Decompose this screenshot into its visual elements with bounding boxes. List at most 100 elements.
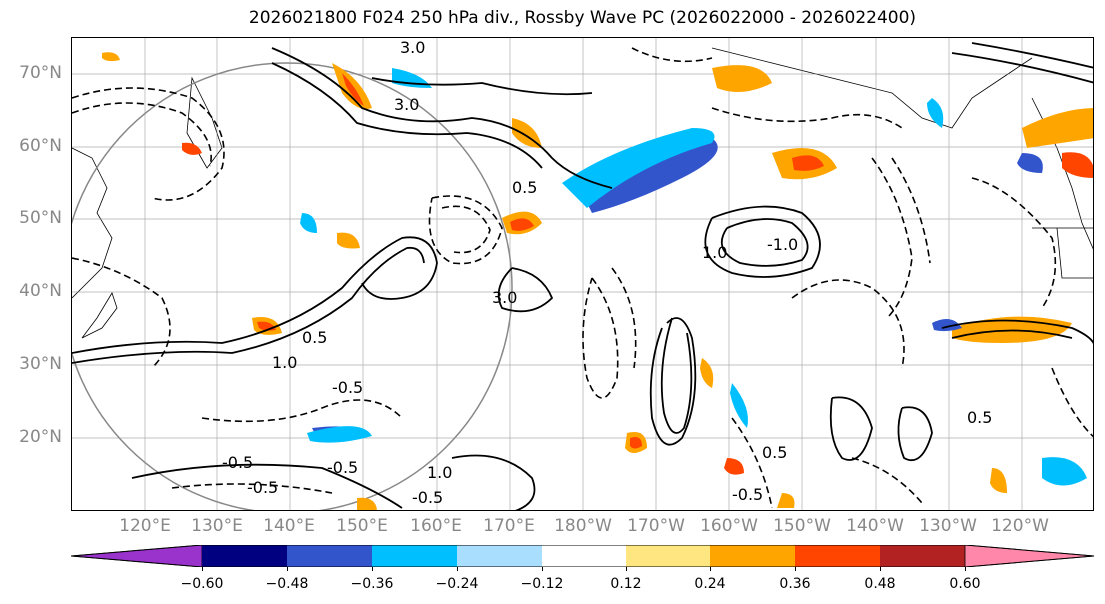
contour-label: 3.0 <box>400 38 425 57</box>
lon-label: 140°W <box>846 516 904 536</box>
shade-positive <box>1022 108 1093 148</box>
contour-label: -0.5 <box>332 378 363 397</box>
contour-dashed <box>611 267 637 369</box>
us-border <box>1032 227 1093 279</box>
lat-label: 60°N <box>19 136 62 156</box>
lon-label: 170°E <box>483 516 535 536</box>
contour-dashed <box>631 47 713 63</box>
contour-dashed <box>72 87 225 201</box>
contour-label: -1.0 <box>767 235 798 254</box>
contour-solid <box>951 329 1073 339</box>
colorbar-tick-label: 0.36 <box>779 576 811 592</box>
contour-solid <box>271 62 543 169</box>
shade-negative <box>932 319 962 332</box>
contour-label: 0.5 <box>967 408 992 427</box>
map-canvas: 3.0 3.0 0.5 0.5 -0.5 -0.5 -0.5 1.0 -1.0 … <box>72 38 1093 510</box>
colorbar-tick-label: 0.48 <box>864 576 896 592</box>
colorbar-segment <box>795 545 880 567</box>
contour-solid <box>829 396 873 461</box>
lon-label: 170°W <box>627 516 685 536</box>
contour-label: -0.5 <box>412 488 443 507</box>
contour-label: -0.5 <box>247 478 278 497</box>
colorbar-segment <box>372 545 457 567</box>
japan-coastline <box>81 292 118 339</box>
shade-positive <box>792 155 824 171</box>
contour-dashed <box>582 277 619 399</box>
alaska-coastline <box>711 47 1033 129</box>
contour-dashed <box>851 457 923 504</box>
colorbar-tick-label: 0.60 <box>949 576 981 592</box>
shade-positive <box>102 52 120 62</box>
contour-solid <box>72 246 425 364</box>
contour-dashed <box>201 399 403 423</box>
contour-solid <box>371 77 593 96</box>
contour-dashed-layer <box>72 47 1093 509</box>
colorbar-tick <box>710 567 711 571</box>
lon-label: 150°E <box>336 516 388 536</box>
asia-coastline <box>72 147 113 299</box>
colorbar-segment <box>287 545 372 567</box>
lat-label: 40°N <box>19 281 62 301</box>
contour-solid <box>131 463 403 509</box>
contour-label: 3.0 <box>394 95 419 114</box>
contour-dashed <box>731 417 773 509</box>
contour-label: 1.0 <box>427 463 452 482</box>
contour-solid <box>941 319 1093 344</box>
shade-positive <box>990 468 1007 493</box>
colorbar-tick-label: −0.60 <box>180 576 224 592</box>
colorbar-tick-label: −0.48 <box>265 576 309 592</box>
colorbar-tick <box>626 567 627 571</box>
contour-solid <box>720 218 809 267</box>
contour-dashed <box>711 107 903 129</box>
shade-positive <box>700 358 714 388</box>
contour-dashed <box>891 157 931 264</box>
colorbar-tick <box>795 567 796 571</box>
shade-positive <box>357 497 377 510</box>
contour-dashed <box>791 279 905 369</box>
lon-label: 120°W <box>991 516 1049 536</box>
contour-dashed <box>871 157 913 319</box>
colorbar-outline <box>71 545 1095 567</box>
colorbar-segment <box>542 545 626 567</box>
shade-negative <box>300 213 317 233</box>
map-panel: 3.0 3.0 0.5 0.5 -0.5 -0.5 -0.5 1.0 -1.0 … <box>71 37 1094 511</box>
contour-solid <box>704 205 821 278</box>
contour-dashed <box>72 102 212 167</box>
contour-solid <box>271 47 613 189</box>
shade-positive <box>342 73 364 106</box>
contour-label: 0.5 <box>512 178 537 197</box>
lat-label: 70°N <box>19 63 62 83</box>
shade-negative <box>1042 457 1087 486</box>
map-title: 2026021800 F024 250 hPa div., Rossby Wav… <box>248 8 917 28</box>
contour-label: 3.0 <box>492 288 517 307</box>
shade-negative <box>307 426 372 443</box>
lat-label: 20°N <box>19 427 62 447</box>
contour-labels: 3.0 3.0 0.5 0.5 -0.5 -0.5 -0.5 1.0 -1.0 … <box>222 38 992 507</box>
colorbar-segment <box>880 545 965 567</box>
shade-positive <box>182 142 202 155</box>
contour-solid <box>649 317 697 446</box>
lon-label: 180°W <box>554 516 612 536</box>
colorbar-tick-label: 0.24 <box>694 576 726 592</box>
colorbar-tick <box>965 567 966 571</box>
shade-positive <box>1062 152 1093 178</box>
colorbar <box>71 545 1095 567</box>
shade-negative <box>730 383 748 428</box>
lon-label: 120°E <box>119 516 171 536</box>
colorbar-tick-label: 0.12 <box>610 576 642 592</box>
contour-dashed <box>171 483 333 494</box>
lon-label: 130°W <box>919 516 977 536</box>
shade-negative <box>927 98 944 128</box>
colorbar-tick <box>372 567 373 571</box>
lon-label: 160°E <box>410 516 462 536</box>
shading-layer <box>102 52 1093 510</box>
contour-dashed <box>441 205 491 254</box>
contour-solid <box>72 236 438 354</box>
colorbar-tick <box>457 567 458 571</box>
reference-circle <box>72 62 513 510</box>
contour-dashed <box>1051 367 1093 438</box>
contour-dashed <box>428 195 503 265</box>
contour-solid <box>451 454 536 510</box>
lon-label: 130°E <box>191 516 243 536</box>
colorbar-tick <box>287 567 288 571</box>
